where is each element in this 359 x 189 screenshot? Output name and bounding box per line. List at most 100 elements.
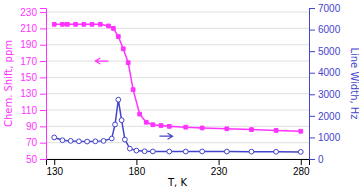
tick: 230: [211, 159, 228, 177]
marks: [52, 22, 303, 154]
tick-label: 230: [20, 7, 37, 18]
arrow: [95, 58, 108, 64]
point: [101, 138, 106, 143]
grid-line: [46, 77, 309, 78]
tick-mark: [40, 28, 46, 29]
point: [151, 123, 155, 127]
tick: 4000: [309, 67, 341, 78]
axis-line: [310, 9, 316, 160]
tick-label: 5000: [318, 46, 341, 57]
point: [68, 138, 73, 143]
grid-line: [46, 61, 309, 62]
tick-mark: [136, 159, 137, 165]
point: [250, 128, 254, 132]
tick-mark: [40, 126, 46, 127]
tick-label: 2000: [318, 111, 341, 122]
tick-mark: [309, 94, 315, 95]
tick-label: 1000: [318, 132, 341, 143]
tick-label: 130: [46, 166, 63, 177]
point: [159, 124, 163, 128]
tick-label: 190: [20, 39, 37, 50]
point: [144, 120, 148, 124]
tick-mark: [54, 159, 55, 165]
tick-mark: [40, 110, 46, 111]
point: [249, 149, 254, 154]
series-line: [54, 100, 301, 152]
point: [85, 139, 90, 144]
point: [131, 88, 135, 92]
point: [65, 22, 69, 26]
tick-label: 110: [21, 105, 37, 116]
tick-mark: [40, 45, 46, 46]
tick-label: 0: [318, 154, 324, 165]
tick-mark: [40, 94, 46, 95]
tick: 190: [20, 39, 46, 50]
tick-label: 230: [211, 166, 228, 177]
grid: [46, 12, 309, 159]
point: [127, 146, 132, 151]
point: [76, 139, 81, 144]
point: [126, 61, 130, 65]
tick-mark: [309, 116, 315, 117]
x-axis-title: T, K: [167, 177, 187, 188]
chart: 1301802302805070901101301501701902102300…: [0, 0, 359, 189]
point: [167, 124, 171, 128]
tick-mark: [309, 30, 315, 31]
background: [0, 0, 359, 189]
tick-label: 7000: [318, 3, 341, 14]
tick-label: 4000: [318, 67, 341, 78]
point: [116, 35, 120, 39]
point: [119, 118, 124, 123]
tick-label: 280: [293, 166, 310, 177]
tick: 5000: [309, 46, 341, 57]
tick-label: 6000: [318, 24, 341, 35]
point: [274, 129, 278, 133]
point: [93, 139, 98, 144]
point: [60, 138, 65, 143]
tick-mark: [40, 61, 46, 62]
x-axis: 130180230280: [46, 159, 310, 177]
tick: 110: [21, 105, 46, 116]
y-axis: 507090110130150170190210230: [20, 7, 46, 165]
tick-mark: [309, 159, 315, 160]
point: [224, 149, 229, 154]
point: [150, 149, 155, 154]
arrow: [159, 133, 172, 139]
tick-label: 50: [26, 154, 38, 165]
point: [74, 22, 78, 26]
y-axis-title: Chem. Shift, ppm: [3, 40, 14, 127]
tick-label: 90: [26, 121, 38, 132]
tick: 210: [20, 23, 46, 34]
grid-line: [46, 28, 309, 29]
point: [138, 112, 142, 116]
tick-label: 210: [20, 23, 37, 34]
point: [121, 47, 125, 51]
y2-axis-title: Line Width, Hz: [349, 47, 359, 119]
point: [298, 149, 303, 154]
tick-mark: [309, 73, 315, 74]
point: [109, 136, 114, 141]
tick-mark: [40, 159, 46, 160]
tick-mark: [40, 77, 46, 78]
point: [299, 129, 303, 133]
point: [113, 122, 118, 127]
tick-label: 70: [26, 137, 38, 148]
point: [200, 149, 205, 154]
point: [52, 22, 56, 26]
point: [107, 24, 111, 28]
tick: 3000: [309, 89, 341, 100]
point: [61, 22, 65, 26]
tick-label: 130: [20, 88, 37, 99]
tick-mark: [40, 12, 46, 13]
tick: 7000: [309, 3, 341, 14]
point: [98, 22, 102, 26]
grid-line: [46, 110, 309, 111]
tick: 280: [293, 159, 310, 177]
tick-label: 150: [20, 72, 37, 83]
tick: 150: [20, 72, 46, 83]
point: [134, 148, 139, 153]
point: [183, 149, 188, 154]
tick-label: 3000: [318, 89, 341, 100]
point: [123, 137, 128, 142]
tick-mark: [301, 159, 302, 165]
